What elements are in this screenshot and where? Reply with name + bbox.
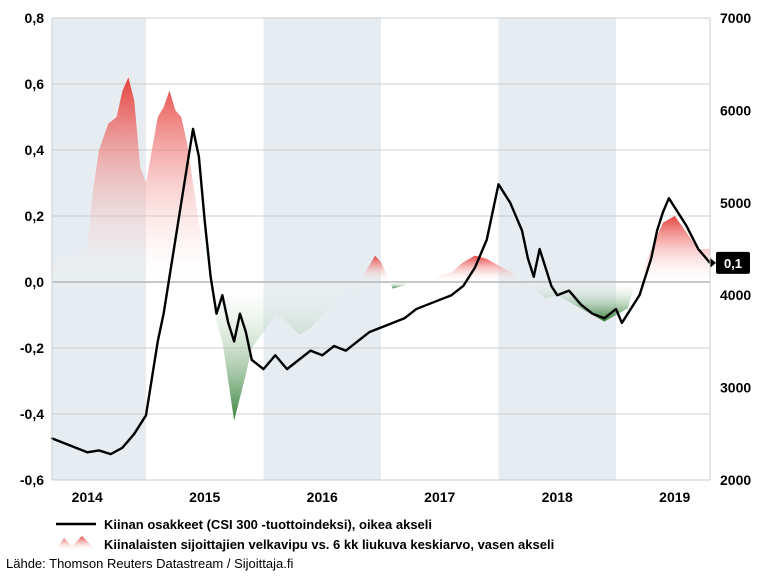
chart-svg: 0,1 -0,6 -0,4 -0,2 0,0 0,2 0,4 0,6 0,8 2000 3000 40… [0, 0, 768, 576]
left-axis-label: -0,4 [20, 406, 44, 422]
x-axis-label: 2017 [424, 489, 455, 505]
legend-area-label: Kiinalaisten sijoittajien velkavipu vs. … [104, 537, 554, 552]
callout-label: 0,1 [724, 256, 742, 271]
x-axis-label: 2015 [189, 489, 220, 505]
x-axis-label: 2018 [542, 489, 573, 505]
source-text: Lähde: Thomson Reuters Datastream / Sijo… [6, 556, 293, 571]
right-axis-label: 3000 [720, 380, 751, 396]
x-axis-label: 2019 [659, 489, 690, 505]
right-axis-label: 4000 [720, 287, 751, 303]
left-axis-label: -0,2 [20, 340, 44, 356]
chart-container: 0,1 -0,6 -0,4 -0,2 0,0 0,2 0,4 0,6 0,8 2000 3000 40… [0, 0, 768, 576]
right-axis-label: 5000 [720, 195, 751, 211]
left-axis-label: 0,6 [25, 76, 45, 92]
left-axis-label: 0,2 [25, 208, 45, 224]
left-axis-label: -0,6 [20, 472, 44, 488]
shaded-band [264, 18, 382, 480]
left-axis-label: 0,4 [25, 142, 45, 158]
left-axis-label: 0,8 [25, 10, 45, 26]
right-axis-label: 7000 [720, 10, 751, 26]
shaded-band [499, 18, 617, 480]
right-axis-label: 2000 [720, 472, 751, 488]
left-axis-label: 0,0 [25, 274, 45, 290]
x-axis-label: 2016 [307, 489, 338, 505]
legend-line-label: Kiinan osakkeet (CSI 300 -tuottoindeksi)… [104, 517, 432, 532]
right-axis-label: 6000 [720, 102, 751, 118]
x-axis-label: 2014 [72, 489, 103, 505]
